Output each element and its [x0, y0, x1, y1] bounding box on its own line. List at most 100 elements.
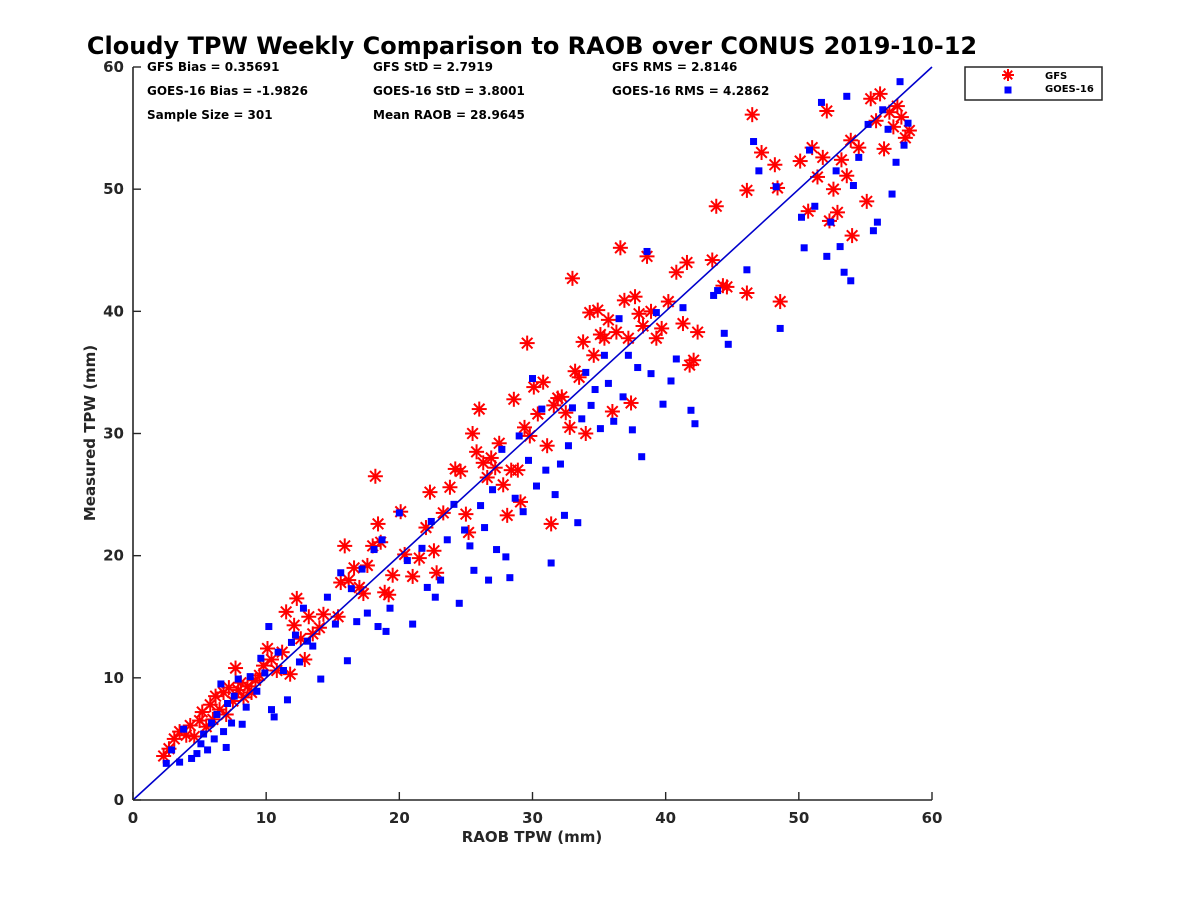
- gfs-point: [815, 149, 831, 165]
- gfs-point: [679, 254, 695, 270]
- y-tick-label: 0: [114, 791, 124, 809]
- y-tick-label: 60: [103, 58, 124, 76]
- goes16-point: [176, 758, 184, 766]
- gfs-point: [586, 347, 602, 363]
- goes16-point: [409, 620, 417, 628]
- goes16-point: [246, 673, 254, 681]
- legend-goes16-square-icon: [1004, 86, 1012, 94]
- goes16-point: [466, 542, 474, 550]
- goes16-point: [667, 377, 675, 385]
- gfs-point: [539, 438, 555, 454]
- gfs-point: [623, 395, 639, 411]
- goes16-point: [714, 287, 722, 295]
- goes16-point: [386, 604, 394, 612]
- gfs-point: [562, 419, 578, 435]
- gfs-point: [221, 680, 237, 696]
- legend-gfs-asterisk-icon: [1002, 69, 1014, 81]
- goes16-point: [489, 486, 497, 494]
- gfs-point: [719, 279, 735, 295]
- goes16-point: [797, 213, 805, 221]
- goes16-point: [864, 120, 872, 128]
- gfs-point: [337, 538, 353, 554]
- one-to-one-reference-line: [132, 66, 933, 801]
- goes16-point: [283, 696, 291, 704]
- gfs-point: [690, 324, 706, 340]
- gfs-point: [453, 463, 469, 479]
- gfs-point: [370, 516, 386, 532]
- gfs-point: [739, 182, 755, 198]
- legend-goes16-label: GOES-16: [1045, 84, 1094, 95]
- gfs-point: [648, 330, 664, 346]
- goes16-point: [610, 417, 618, 425]
- gfs-point: [620, 330, 636, 346]
- legend-box: [964, 66, 1103, 101]
- gfs-bias-text: GFS Bias = 0.35691: [147, 60, 279, 74]
- goes16-point: [556, 460, 564, 468]
- goes16-point: [849, 182, 857, 190]
- gfs-point: [829, 204, 845, 220]
- goes16-point: [659, 400, 667, 408]
- gfs-point: [708, 198, 724, 214]
- goes16-point: [624, 351, 632, 359]
- goes16-point: [896, 78, 904, 86]
- goes16-std-text: GOES-16 StD = 3.8001: [373, 84, 525, 98]
- gfs-point: [259, 641, 275, 657]
- goes16-point: [257, 654, 265, 662]
- goes16-point: [582, 368, 590, 376]
- goes16-point: [291, 631, 299, 639]
- goes16-point: [502, 553, 510, 561]
- gfs-point: [575, 334, 591, 350]
- gfs-point: [471, 401, 487, 417]
- gfs-point: [405, 568, 421, 584]
- legend-gfs-marker-shape: [1002, 69, 1014, 81]
- goes16-point: [855, 153, 863, 161]
- goes16-point: [213, 710, 221, 718]
- gfs-std-text: GFS StD = 2.7919: [373, 60, 493, 74]
- goes16-point: [427, 517, 435, 525]
- goes16-point: [755, 167, 763, 175]
- goes16-point: [323, 593, 331, 601]
- goes16-point: [374, 623, 382, 631]
- goes16-point: [879, 106, 887, 114]
- goes16-point: [687, 406, 695, 414]
- gfs-point: [612, 240, 628, 256]
- goes16-point: [560, 511, 568, 519]
- gfs-point: [543, 516, 559, 532]
- gfs-point: [872, 86, 888, 102]
- gfs-point: [616, 292, 632, 308]
- x-tick-label: 50: [788, 809, 809, 827]
- goes16-point: [800, 244, 808, 252]
- gfs-point: [458, 506, 474, 522]
- goes16-point: [506, 574, 514, 582]
- x-tick-label: 20: [389, 809, 410, 827]
- goes16-point: [347, 585, 355, 593]
- goes16-point: [493, 546, 501, 554]
- goes16-rms-text: GOES-16 RMS = 4.2862: [612, 84, 769, 98]
- gfs-point: [535, 374, 551, 390]
- goes16-point: [370, 546, 378, 554]
- goes16-point: [265, 623, 273, 631]
- goes16-point: [267, 706, 275, 714]
- goes16-point: [652, 309, 660, 317]
- gfs-point: [859, 193, 875, 209]
- data-points: [156, 78, 917, 767]
- goes16-point: [892, 158, 900, 166]
- gfs-point: [286, 617, 302, 633]
- gfs-point: [429, 565, 445, 581]
- gfs-point: [668, 264, 684, 280]
- gfs-point: [315, 606, 331, 622]
- gfs-point: [686, 352, 702, 368]
- gfs-point: [819, 103, 835, 119]
- gfs-point: [385, 567, 401, 583]
- goes16-point: [242, 703, 250, 711]
- goes16-point: [168, 746, 176, 754]
- goes16-point: [724, 340, 732, 348]
- goes16-point: [337, 569, 345, 577]
- goes16-point: [591, 386, 599, 394]
- goes16-point: [628, 426, 636, 434]
- goes16-point: [574, 519, 582, 527]
- gfs-point: [675, 316, 691, 332]
- goes16-point: [423, 583, 431, 591]
- goes16-point: [287, 638, 295, 646]
